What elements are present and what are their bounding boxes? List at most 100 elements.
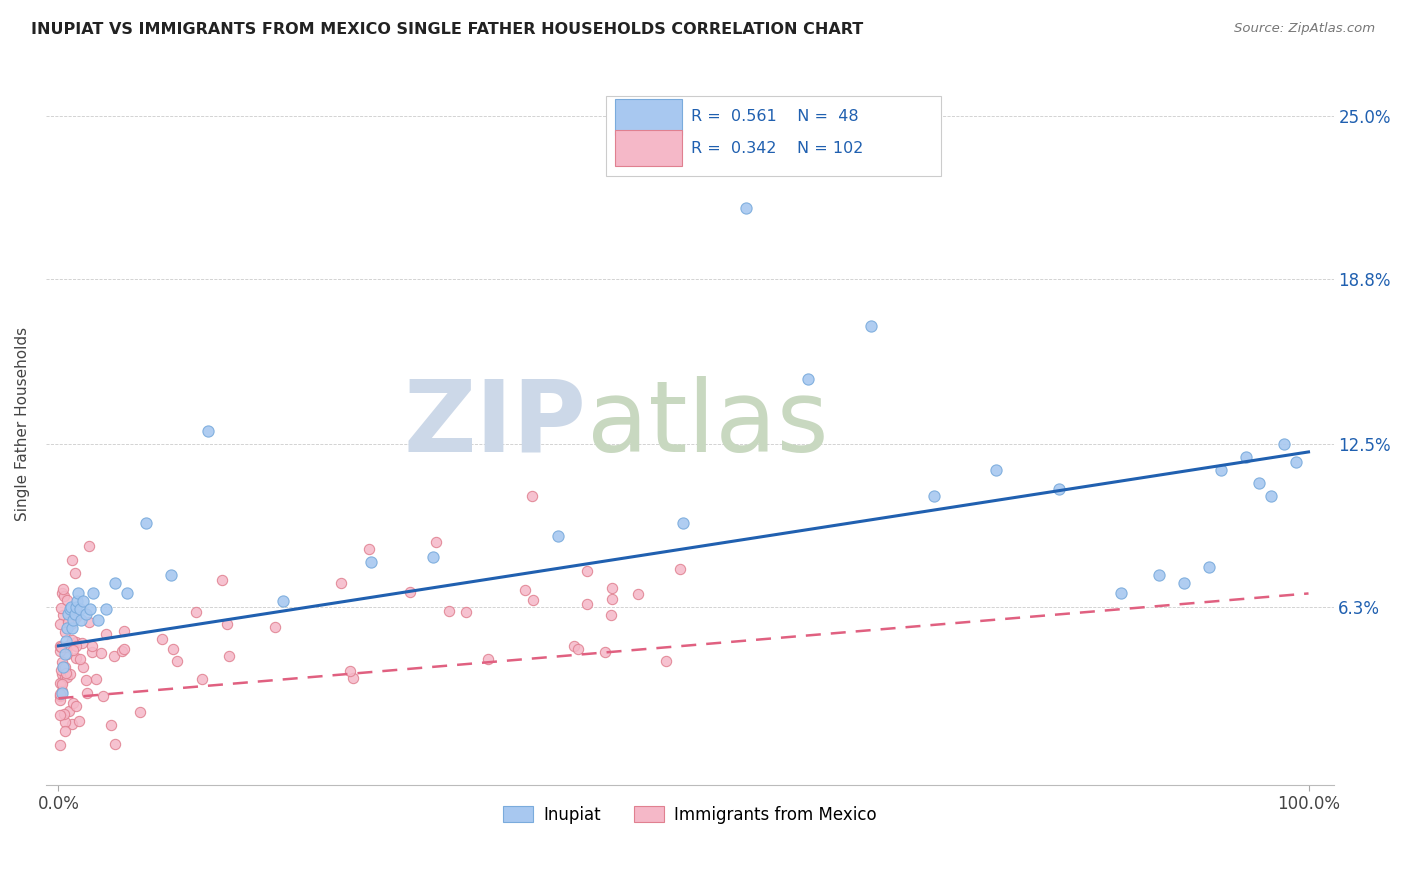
- Point: [60, 552, 83, 566]
- Point: [111, 644, 134, 658]
- Point: [513, 582, 536, 597]
- Point: [48, 687, 70, 701]
- Point: [522, 490, 544, 504]
- Point: [56, 671, 79, 685]
- Point: [150, 632, 173, 647]
- Point: [52, 659, 75, 673]
- Point: [79, 602, 101, 616]
- Point: [84, 672, 107, 686]
- FancyBboxPatch shape: [614, 130, 682, 167]
- Point: [96, 627, 118, 641]
- Point: [359, 541, 381, 556]
- Point: [94, 602, 117, 616]
- Point: [87, 613, 110, 627]
- Point: [218, 648, 240, 663]
- Point: [1234, 450, 1257, 465]
- Point: [112, 624, 135, 638]
- Point: [56, 615, 79, 629]
- Point: [69, 652, 91, 666]
- Point: [115, 586, 138, 600]
- Point: [1260, 490, 1282, 504]
- Point: [65, 566, 87, 581]
- Point: [100, 717, 122, 731]
- Point: [112, 642, 135, 657]
- Point: [422, 549, 444, 564]
- Point: [60, 620, 83, 634]
- Point: [1247, 476, 1270, 491]
- Point: [49, 707, 72, 722]
- Point: [51, 675, 73, 690]
- FancyBboxPatch shape: [606, 96, 941, 176]
- Point: [339, 665, 361, 679]
- Point: [62, 696, 84, 710]
- Point: [51, 585, 73, 599]
- Point: [567, 641, 589, 656]
- Point: [55, 633, 77, 648]
- Point: [80, 640, 103, 654]
- Point: [53, 715, 76, 730]
- Point: [72, 594, 94, 608]
- Point: [797, 371, 820, 385]
- Point: [600, 591, 623, 606]
- Point: [398, 585, 420, 599]
- Point: [60, 632, 83, 647]
- Point: [51, 683, 73, 698]
- Point: [191, 672, 214, 686]
- Point: [59, 666, 82, 681]
- Point: [162, 641, 184, 656]
- Point: [56, 620, 79, 634]
- Point: [330, 576, 353, 591]
- Point: [70, 635, 93, 649]
- Point: [58, 607, 80, 622]
- Point: [360, 555, 382, 569]
- Point: [595, 645, 617, 659]
- Point: [53, 724, 76, 739]
- Point: [51, 677, 73, 691]
- Point: [454, 605, 477, 619]
- Point: [922, 490, 945, 504]
- Point: [264, 620, 287, 634]
- Point: [672, 516, 695, 530]
- Legend: Inupiat, Immigrants from Mexico: Inupiat, Immigrants from Mexico: [496, 799, 883, 830]
- Text: ZIP: ZIP: [404, 376, 586, 473]
- Point: [67, 586, 90, 600]
- Point: [1285, 455, 1308, 469]
- Point: [65, 698, 87, 713]
- Point: [76, 686, 98, 700]
- Point: [1272, 437, 1295, 451]
- Text: INUPIAT VS IMMIGRANTS FROM MEXICO SINGLE FATHER HOUSEHOLDS CORRELATION CHART: INUPIAT VS IMMIGRANTS FROM MEXICO SINGLE…: [31, 22, 863, 37]
- Point: [75, 673, 97, 687]
- Point: [62, 642, 84, 657]
- Point: [75, 607, 97, 622]
- Point: [90, 646, 112, 660]
- Point: [62, 717, 84, 731]
- Point: [51, 656, 73, 670]
- Point: [160, 568, 183, 582]
- Text: atlas: atlas: [586, 376, 828, 473]
- Point: [66, 594, 89, 608]
- Point: [425, 534, 447, 549]
- Point: [56, 648, 79, 662]
- Point: [53, 707, 76, 722]
- Point: [104, 737, 127, 751]
- Point: [1173, 576, 1195, 591]
- Point: [184, 605, 207, 619]
- Point: [65, 609, 87, 624]
- Point: [211, 573, 233, 587]
- Point: [53, 647, 76, 661]
- Point: [48, 616, 70, 631]
- Point: [70, 613, 93, 627]
- Point: [79, 539, 101, 553]
- Text: Source: ZipAtlas.com: Source: ZipAtlas.com: [1234, 22, 1375, 36]
- Point: [51, 666, 73, 681]
- Point: [65, 639, 87, 653]
- Y-axis label: Single Father Households: Single Father Households: [15, 327, 30, 522]
- Point: [60, 617, 83, 632]
- Point: [1109, 586, 1132, 600]
- Text: R =  0.342    N = 102: R = 0.342 N = 102: [690, 141, 863, 156]
- Point: [69, 602, 91, 616]
- Point: [53, 640, 76, 654]
- Point: [51, 663, 73, 677]
- Point: [51, 640, 73, 655]
- Point: [55, 592, 77, 607]
